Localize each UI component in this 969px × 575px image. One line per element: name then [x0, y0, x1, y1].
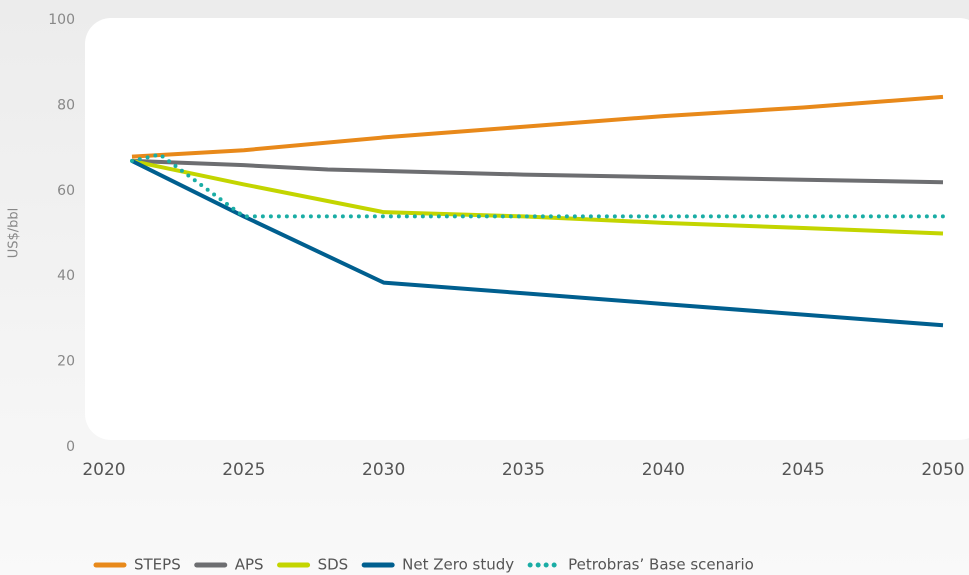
- y-tick-label: 60: [57, 183, 75, 199]
- y-tick-label: 20: [57, 354, 75, 370]
- legend-label: SDS: [318, 556, 349, 574]
- y-tick-label: 40: [57, 268, 75, 284]
- legend-label: Net Zero study: [402, 556, 514, 574]
- x-tick-label: 2035: [502, 460, 545, 480]
- y-tick-label: 100: [48, 12, 75, 28]
- legend-label: STEPS: [134, 556, 181, 574]
- legend-label: APS: [235, 556, 264, 574]
- plot-area: [85, 18, 969, 440]
- y-tick-label: 80: [57, 97, 75, 113]
- line: [131, 158, 944, 236]
- line: [131, 159, 944, 328]
- x-tick-label: 2030: [362, 460, 405, 480]
- legend-label: Petrobras’ Base scenario: [568, 556, 754, 574]
- y-axis-label: US$/bbl: [7, 208, 22, 259]
- x-tick-label: 2025: [222, 460, 265, 480]
- line: [129, 152, 945, 219]
- line: [131, 94, 944, 159]
- x-tick-label: 2040: [642, 460, 685, 480]
- x-tick-label: 2020: [82, 460, 125, 480]
- x-tick-label: 2045: [782, 460, 825, 480]
- line: [131, 158, 944, 185]
- x-tick-label: 2050: [921, 460, 964, 480]
- y-tick-label: 0: [66, 439, 75, 455]
